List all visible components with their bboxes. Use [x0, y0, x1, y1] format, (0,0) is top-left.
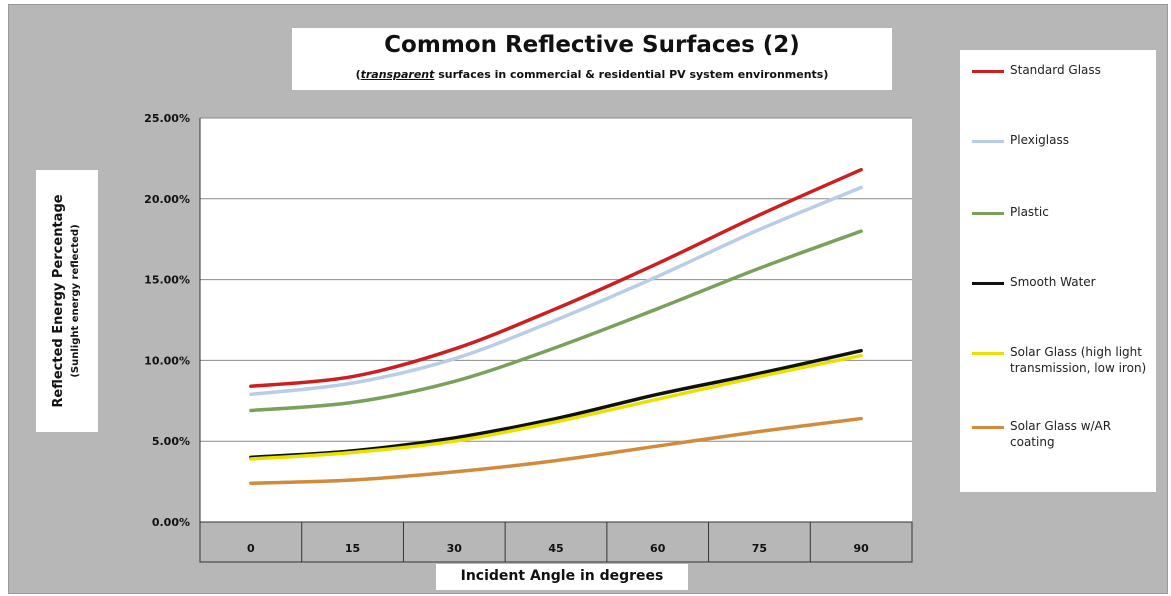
series-line-plexiglass — [249, 185, 863, 397]
y-tick-label: 10.00% — [144, 354, 190, 367]
y-axis-label-box: Reflected Energy Percentage (Sunlight en… — [36, 170, 98, 432]
x-tick-label: 30 — [447, 542, 463, 555]
series-line-standard-glass — [249, 167, 863, 389]
legend-swatch — [972, 426, 1004, 429]
legend-label: Plastic — [1010, 205, 1049, 219]
x-axis-label: Incident Angle in degrees — [460, 568, 664, 584]
y-axis-sublabel: (Sunlight energy reflected) — [70, 224, 81, 378]
subtitle-emphasis: transparent — [360, 68, 435, 81]
series-line-plastic — [249, 229, 863, 413]
legend-swatch — [972, 140, 1004, 143]
legend-swatch — [972, 212, 1004, 215]
x-tick-label: 90 — [853, 542, 869, 555]
x-tick-label: 15 — [345, 542, 360, 555]
x-tick-label: 75 — [752, 542, 767, 555]
legend-swatch — [972, 352, 1004, 355]
y-tick-label: 20.00% — [144, 193, 190, 206]
chart-subtitle: (transparent surfaces in commercial & re… — [292, 68, 892, 81]
subtitle-open: ( — [355, 68, 361, 81]
y-axis-label: Reflected Energy Percentage — [51, 194, 66, 408]
y-tick-label: 25.00% — [144, 112, 190, 125]
legend-swatch — [972, 70, 1004, 73]
series-line-solar-glass-w-ar-coating — [249, 416, 863, 485]
chart-title: Common Reflective Surfaces (2) — [384, 32, 800, 58]
y-tick-label: 15.00% — [144, 274, 190, 287]
x-tick-label: 45 — [548, 542, 563, 555]
title-box: Common Reflective Surfaces (2) (transpar… — [292, 28, 892, 90]
legend-label: Solar Glass (high light transmission, lo… — [1010, 345, 1147, 375]
y-tick-label: 0.00% — [152, 516, 190, 529]
legend-swatch — [972, 282, 1004, 285]
y-tick-label: 5.00% — [152, 435, 190, 448]
legend-label: Smooth Water — [1010, 275, 1096, 289]
legend: Standard Glass Plexiglass Plastic Smooth Wa… — [960, 50, 1156, 492]
category-table — [199, 521, 913, 563]
x-tick-label: 60 — [650, 542, 666, 555]
legend-label: Standard Glass — [1010, 63, 1101, 77]
legend-label: Plexiglass — [1010, 133, 1069, 147]
x-axis-label-box: Incident Angle in degrees — [436, 564, 688, 590]
series-line-solar-glass-high-light-transmission-low-iron — [249, 353, 863, 461]
subtitle-rest: surfaces in commercial & residential PV … — [434, 68, 829, 81]
x-tick-label: 0 — [247, 542, 255, 555]
legend-label: Solar Glass w/AR coating — [1010, 419, 1112, 449]
